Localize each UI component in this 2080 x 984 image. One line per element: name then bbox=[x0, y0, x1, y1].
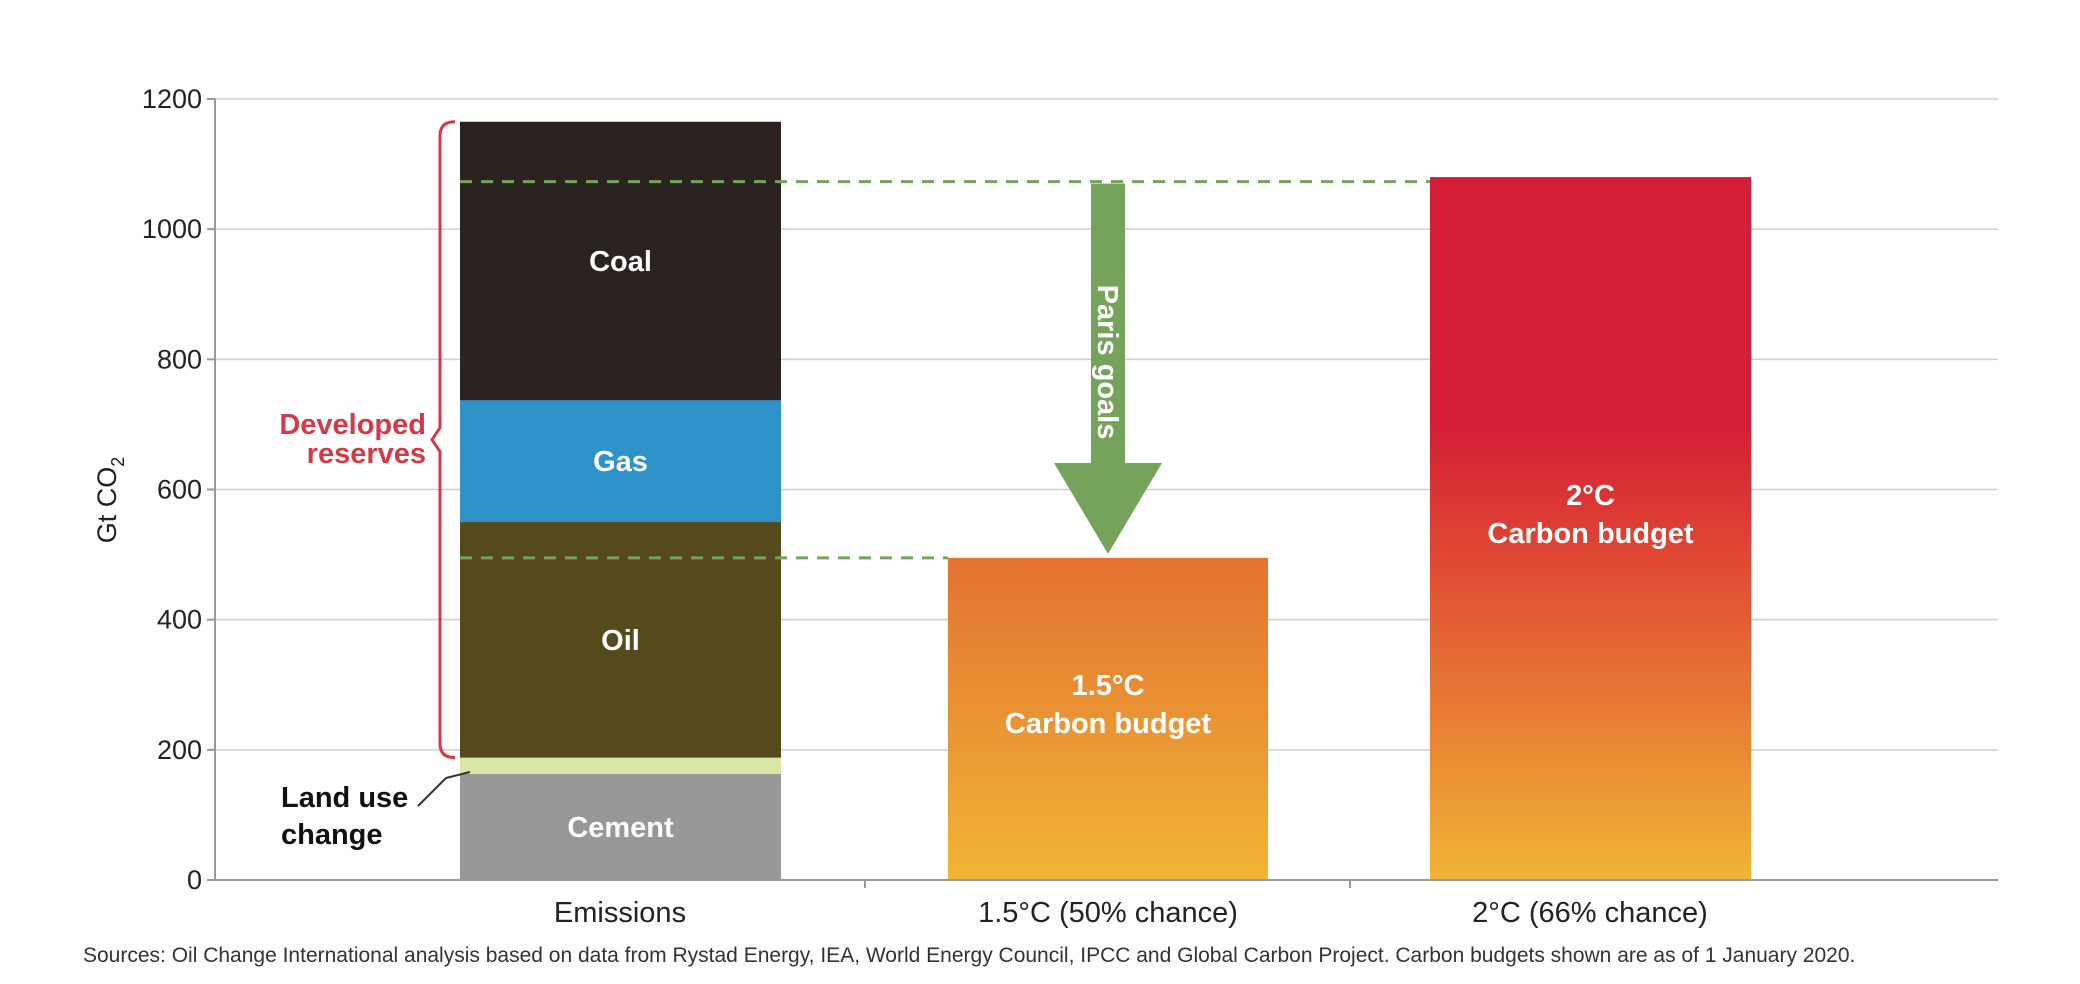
paris-goals-arrow: Paris goals bbox=[1054, 183, 1162, 554]
budget-label-line1: 2°C bbox=[1566, 480, 1615, 512]
arrow-shaft bbox=[1091, 183, 1125, 463]
segment-label: Oil bbox=[601, 625, 640, 657]
bar-segment-oil bbox=[460, 522, 781, 758]
y-tick-label: 800 bbox=[157, 344, 202, 374]
developed-reserves-label-line2: reserves bbox=[307, 438, 426, 470]
segment-label: Cement bbox=[567, 812, 674, 844]
y-tick-label: 0 bbox=[187, 865, 202, 895]
bars: Cement Oil Gas Coal 1.5°C Carbon budget 2°C Car… bbox=[460, 121, 1751, 881]
bar-segment-cement bbox=[460, 773, 781, 880]
y-tick-label: 200 bbox=[157, 735, 202, 765]
budget-label-line2: Carbon budget bbox=[1005, 708, 1212, 740]
arrow-head bbox=[1054, 463, 1162, 554]
x-axis-categories: Emissions 1.5°C (50% chance) 2°C (66% chan… bbox=[554, 897, 1708, 929]
x-category-label: Emissions bbox=[554, 897, 686, 929]
budget-label-line2: Carbon budget bbox=[1487, 518, 1694, 550]
y-axis-label-main: Gt CO bbox=[92, 467, 122, 544]
y-axis-label-sub: 2 bbox=[108, 457, 128, 467]
land-use-label-line2: change bbox=[281, 819, 383, 851]
source-note: Sources: Oil Change International analys… bbox=[83, 944, 1856, 967]
bar-segment-coal bbox=[460, 121, 781, 401]
segment-label: Coal bbox=[589, 246, 652, 278]
x-category-label: 1.5°C (50% chance) bbox=[978, 897, 1238, 929]
y-tick-label: 1000 bbox=[142, 214, 202, 244]
land-use-leader-line bbox=[445, 771, 471, 779]
land-use-label-line1: Land use bbox=[281, 782, 408, 814]
developed-reserves-label-line1: Developed bbox=[279, 409, 426, 441]
y-tick-label: 1200 bbox=[142, 84, 202, 114]
y-tick-label: 400 bbox=[157, 605, 202, 635]
bar-segment-gas bbox=[460, 400, 781, 523]
budget-label-line1: 1.5°C bbox=[1072, 670, 1145, 702]
x-category-label: 2°C (66% chance) bbox=[1472, 897, 1708, 929]
bar-segment-land-use-change bbox=[460, 757, 781, 774]
land-use-leader-line bbox=[417, 777, 447, 807]
developed-reserves-brace bbox=[430, 120, 456, 760]
y-tick-label: 600 bbox=[157, 475, 202, 505]
segment-label: Gas bbox=[593, 446, 648, 478]
budget-bar-1-5c bbox=[948, 557, 1268, 880]
y-axis-ticks: 0 200 400 600 800 1000 1200 bbox=[142, 84, 215, 895]
dashed-level-lines bbox=[460, 180, 1430, 560]
budget-bar-2c bbox=[1430, 177, 1751, 881]
y-axis-label: Gt CO2 bbox=[92, 457, 128, 544]
arrow-label: Paris goals bbox=[1091, 285, 1123, 440]
